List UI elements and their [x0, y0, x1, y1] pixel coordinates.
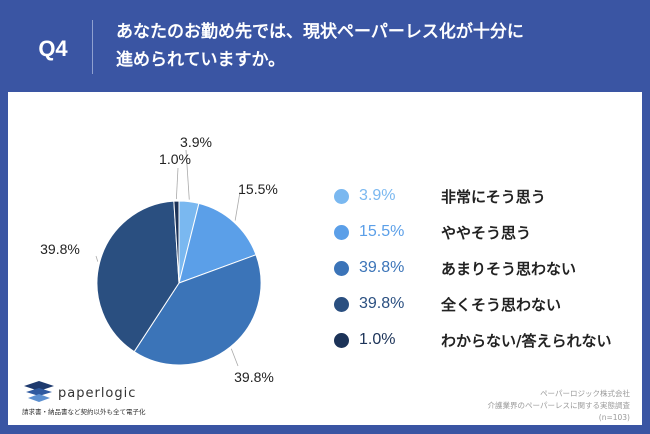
data-label: 3.9%	[180, 134, 212, 150]
pie-slice	[96, 200, 180, 353]
legend-dot	[334, 296, 349, 312]
pie-slice	[178, 202, 257, 284]
legend-dot	[334, 224, 349, 240]
leader-line	[95, 255, 99, 262]
legend-label: 全くそう思わない	[441, 295, 562, 314]
legend-item: 3.9% 非常にそう思う	[334, 178, 611, 214]
leader-line	[185, 149, 190, 200]
legend-label: あまりそう思わない	[441, 259, 577, 278]
brand-tagline: 請求書・納品書など契約以外も全て電子化	[22, 408, 146, 416]
source-company: ペーパーロジック株式会社	[540, 389, 630, 398]
legend-item: 1.0% わからない/答えられない	[334, 322, 611, 358]
data-label: 39.8%	[234, 369, 274, 385]
leader-line	[175, 167, 179, 200]
pie-slice	[173, 200, 180, 284]
source-survey: 介護業界のペーパーレスに関する実態調査	[487, 401, 630, 410]
legend-value: 39.8%	[359, 259, 405, 276]
data-label: 1.0%	[159, 151, 191, 167]
legend-item: 15.5% ややそう思う	[334, 214, 611, 250]
leader-line	[230, 348, 239, 367]
data-label: 39.8%	[40, 241, 80, 257]
title-line-2: 進められていますか。	[116, 50, 286, 70]
legend-item: 39.8% あまりそう思わない	[334, 250, 611, 286]
question-title: あなたのお勤め先では、現状ペーパーレス化が十分に 進められていますか。	[116, 18, 524, 74]
legend-item: 39.8% 全くそう思わない	[334, 286, 611, 322]
paperlogic-logo-icon	[24, 381, 54, 402]
pie-slice	[133, 254, 262, 366]
title-line-1: あなたのお勤め先では、現状ペーパーレス化が十分に	[116, 22, 524, 42]
legend-value: 1.0%	[359, 331, 396, 348]
legend-value: 15.5%	[359, 223, 405, 240]
question-number: Q4	[38, 36, 68, 61]
legend: 3.9% 非常にそう思う 15.5% ややそう思う 39.8% あまりそう思わない 3…	[334, 178, 611, 358]
sample-size: (n=103)	[598, 413, 630, 422]
legend-value: 39.8%	[359, 295, 405, 312]
legend-dot	[334, 332, 349, 348]
legend-label: 非常にそう思う	[441, 187, 546, 206]
data-label: 15.5%	[238, 181, 278, 197]
legend-value: 3.9%	[359, 187, 396, 204]
brand-name: paperlogic	[58, 386, 137, 401]
legend-label: わからない/答えられない	[441, 331, 612, 350]
legend-dot	[334, 188, 349, 204]
source-note: ペーパーロジック株式会社 介護業界のペーパーレスに関する実態調査 (n=103)	[488, 388, 630, 424]
legend-label: ややそう思う	[441, 223, 532, 242]
header-divider	[92, 20, 93, 74]
leader-line	[234, 191, 241, 221]
legend-dot	[334, 260, 349, 276]
